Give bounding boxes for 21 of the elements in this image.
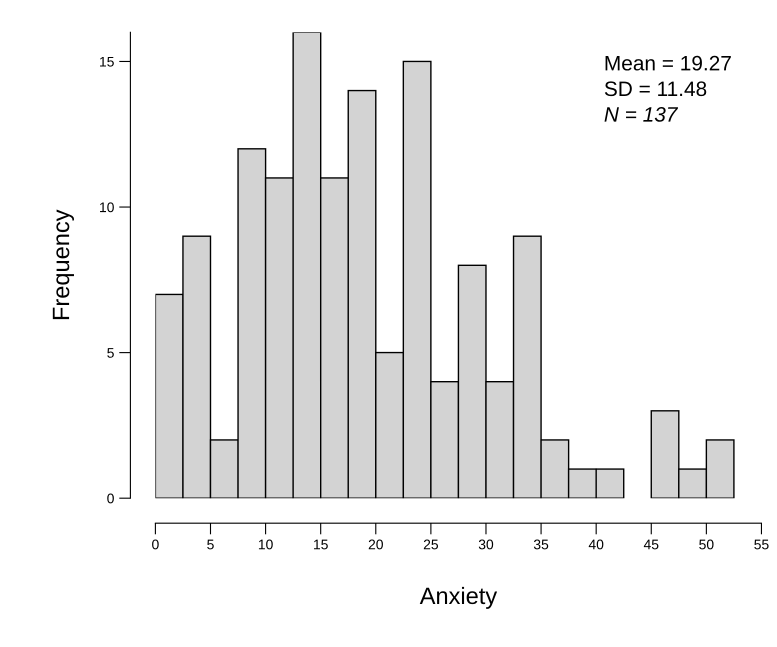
y-tick-label: 0 — [107, 494, 114, 504]
y-axis-title: Frequency — [52, 210, 74, 320]
x-tick-label: 45 — [644, 540, 658, 550]
x-tick-label: 5 — [207, 540, 214, 550]
annotation: Mean = 19.27 — [606, 56, 731, 71]
annotation: SD = 11.48 — [604, 81, 706, 96]
x-tick-label: 30 — [478, 540, 494, 550]
y-tick-label: 10 — [100, 202, 114, 212]
y-tick-label: 15 — [100, 56, 114, 67]
x-tick-label: 0 — [152, 540, 159, 550]
x-tick-label: 15 — [314, 540, 328, 550]
y-tick-label: 5 — [107, 348, 114, 358]
x-tick-label: 55 — [754, 540, 769, 550]
x-tick-label: 40 — [588, 540, 604, 550]
x-tick-label: 20 — [368, 540, 383, 550]
x-tick-label: 35 — [534, 540, 548, 550]
x-tick-label: 25 — [424, 540, 438, 550]
x-tick-label: 10 — [258, 540, 273, 550]
annotation: N = 137 — [604, 107, 678, 122]
x-axis-title: Anxiety — [420, 586, 498, 609]
x-tick-label: 50 — [699, 540, 714, 550]
